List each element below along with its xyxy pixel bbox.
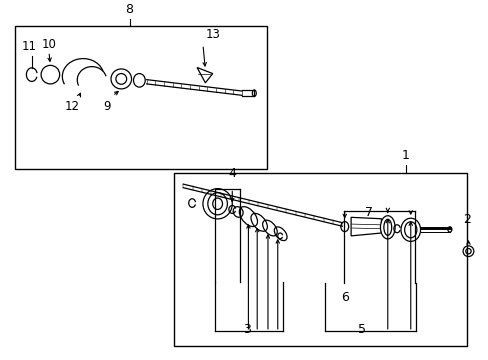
Text: 9: 9 (102, 100, 110, 113)
Ellipse shape (133, 73, 145, 87)
Polygon shape (350, 217, 381, 236)
Text: 5: 5 (357, 323, 365, 336)
Text: 11: 11 (22, 40, 37, 53)
Bar (173, 173, 466, 346)
Ellipse shape (380, 216, 394, 239)
Ellipse shape (252, 90, 256, 96)
Text: 4: 4 (228, 167, 236, 180)
Ellipse shape (203, 189, 232, 219)
Text: 6: 6 (340, 291, 348, 304)
Bar (15, 27, 266, 169)
Text: 8: 8 (125, 3, 133, 16)
Text: 2: 2 (462, 213, 470, 226)
Text: 3: 3 (243, 323, 250, 336)
Ellipse shape (41, 66, 60, 84)
Text: 1: 1 (401, 149, 409, 162)
Ellipse shape (447, 227, 451, 232)
Text: 13: 13 (205, 28, 220, 41)
Text: 10: 10 (41, 38, 56, 51)
Text: 12: 12 (65, 100, 80, 113)
Ellipse shape (111, 69, 131, 89)
Ellipse shape (400, 218, 420, 242)
Text: 7: 7 (365, 206, 372, 219)
